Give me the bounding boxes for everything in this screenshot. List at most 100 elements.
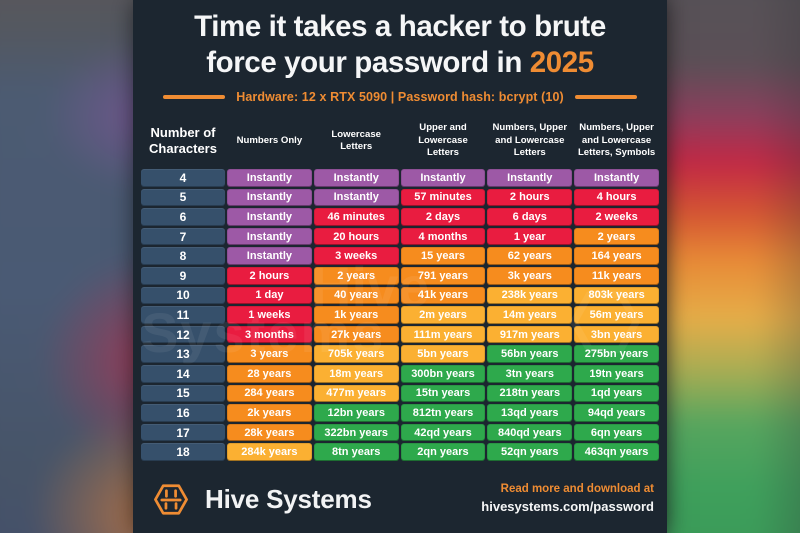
- time-cell: 52qn years: [487, 443, 573, 461]
- time-cell: 46 minutes: [313, 208, 399, 226]
- time-cell: 27k years: [313, 325, 399, 344]
- row-characters: 10: [141, 286, 225, 305]
- time-cell: 40 years: [313, 286, 399, 305]
- time-cell: 275bn years: [574, 345, 659, 363]
- column-header-characters: Number of Characters: [149, 124, 217, 156]
- time-cell: 2 hours: [227, 266, 312, 285]
- page-title: Time it takes a hacker to brute force yo…: [133, 0, 667, 81]
- footer: Hive Systems Read more and download at h…: [133, 471, 667, 533]
- time-cell: Instantly: [227, 247, 312, 265]
- time-cell: 2k years: [227, 404, 312, 422]
- time-cell: 62 years: [487, 247, 573, 265]
- website-link[interactable]: hivesystems.com/password: [481, 498, 654, 514]
- time-cell: 6 days: [487, 208, 573, 226]
- time-cell: 917m years: [487, 325, 573, 344]
- column-header-1: Numbers Only: [236, 134, 303, 146]
- time-cell: 15tn years: [400, 384, 486, 403]
- column-header-2: Lowercase Letters: [331, 128, 381, 152]
- time-cell: 42qd years: [400, 423, 486, 442]
- hive-hexagon-logo-icon: [154, 483, 188, 515]
- time-cell: 705k years: [313, 345, 399, 363]
- time-cell: Instantly: [400, 169, 486, 187]
- time-cell: 2 years: [574, 227, 659, 246]
- row-characters: 16: [141, 404, 225, 422]
- row-characters: 18: [141, 443, 225, 461]
- time-cell: 3 weeks: [313, 247, 399, 265]
- time-cell: 18m years: [313, 364, 399, 383]
- time-cell: Instantly: [313, 169, 399, 187]
- time-cell: 8tn years: [313, 443, 399, 461]
- time-cell: 19tn years: [574, 364, 659, 383]
- time-cell: 164 years: [574, 247, 659, 265]
- time-cell: 322bn years: [313, 423, 399, 442]
- column-header-4: Numbers, Upper and Lowercase Letters: [492, 122, 568, 159]
- column-header-3: Upper and Lowercase Letters: [418, 122, 468, 159]
- background-blur-left: [0, 0, 151, 533]
- row-characters: 4: [141, 169, 225, 187]
- time-cell: 300bn years: [400, 364, 486, 383]
- time-cell: 2qn years: [400, 443, 486, 461]
- time-cell: 3 months: [227, 325, 312, 344]
- time-cell: 1 weeks: [227, 306, 312, 324]
- password-table: Number of Characters Numbers Only Lowercas…: [141, 115, 659, 461]
- infographic-card: Time it takes a hacker to brute force yo…: [133, 0, 667, 533]
- time-cell: 20 hours: [313, 227, 399, 246]
- row-characters: 11: [141, 306, 225, 324]
- title-line1: Time it takes a hacker to brute: [194, 10, 606, 43]
- time-cell: 1 day: [227, 286, 312, 305]
- time-cell: 2 days: [400, 208, 486, 226]
- time-cell: Instantly: [574, 169, 659, 187]
- time-cell: 2 hours: [487, 188, 573, 207]
- row-characters: 17: [141, 423, 225, 442]
- read-more-text: Read more and download at: [500, 483, 654, 496]
- divider-line-right-icon: [574, 95, 637, 99]
- time-cell: 4 months: [400, 227, 486, 246]
- divider-line-left-icon: [163, 95, 226, 99]
- time-cell: 15 years: [400, 247, 486, 265]
- time-cell: 218tn years: [487, 384, 573, 403]
- hardware-subtitle-text: Hardware: 12 x RTX 5090 | Password hash:…: [236, 90, 564, 104]
- row-characters: 9: [141, 266, 225, 285]
- time-cell: 477m years: [313, 384, 399, 403]
- time-cell: 13qd years: [487, 404, 573, 422]
- time-cell: 2m years: [400, 306, 486, 324]
- time-cell: 14m years: [487, 306, 573, 324]
- time-cell: 6qn years: [574, 423, 659, 442]
- column-header-5: Numbers, Upper and Lowercase Letters, Sy…: [577, 122, 656, 159]
- time-cell: 57 minutes: [400, 188, 486, 207]
- time-cell: 238k years: [487, 286, 573, 305]
- time-cell: 3tn years: [487, 364, 573, 383]
- time-cell: Instantly: [487, 169, 573, 187]
- time-cell: 3bn years: [574, 325, 659, 344]
- time-cell: 28k years: [227, 423, 312, 442]
- row-characters: 13: [141, 345, 225, 363]
- time-cell: 791 years: [400, 266, 486, 285]
- row-characters: 8: [141, 247, 225, 265]
- time-cell: 94qd years: [574, 404, 659, 422]
- time-cell: 12bn years: [313, 404, 399, 422]
- time-cell: 3 years: [227, 345, 312, 363]
- time-cell: 284k years: [227, 443, 312, 461]
- time-cell: Instantly: [227, 169, 312, 187]
- time-cell: 41k years: [400, 286, 486, 305]
- time-cell: 284 years: [227, 384, 312, 403]
- time-cell: 1k years: [313, 306, 399, 324]
- time-cell: 803k years: [574, 286, 659, 305]
- hardware-subtitle: Hardware: 12 x RTX 5090 | Password hash:…: [133, 90, 667, 104]
- time-cell: 1qd years: [574, 384, 659, 403]
- time-cell: Instantly: [227, 188, 312, 207]
- time-cell: 463qn years: [574, 443, 659, 461]
- row-characters: 14: [141, 364, 225, 383]
- time-cell: 56bn years: [487, 345, 573, 363]
- time-cell: 111m years: [400, 325, 486, 344]
- brand-name: Hive Systems: [205, 483, 372, 514]
- time-cell: 812tn years: [400, 404, 486, 422]
- time-cell: Instantly: [227, 208, 312, 226]
- time-cell: 28 years: [227, 364, 312, 383]
- row-characters: 7: [141, 227, 225, 246]
- read-more-block: Read more and download at hivesystems.co…: [481, 482, 654, 515]
- row-characters: 15: [141, 384, 225, 403]
- time-cell: 840qd years: [487, 423, 573, 442]
- time-cell: 11k years: [574, 266, 659, 285]
